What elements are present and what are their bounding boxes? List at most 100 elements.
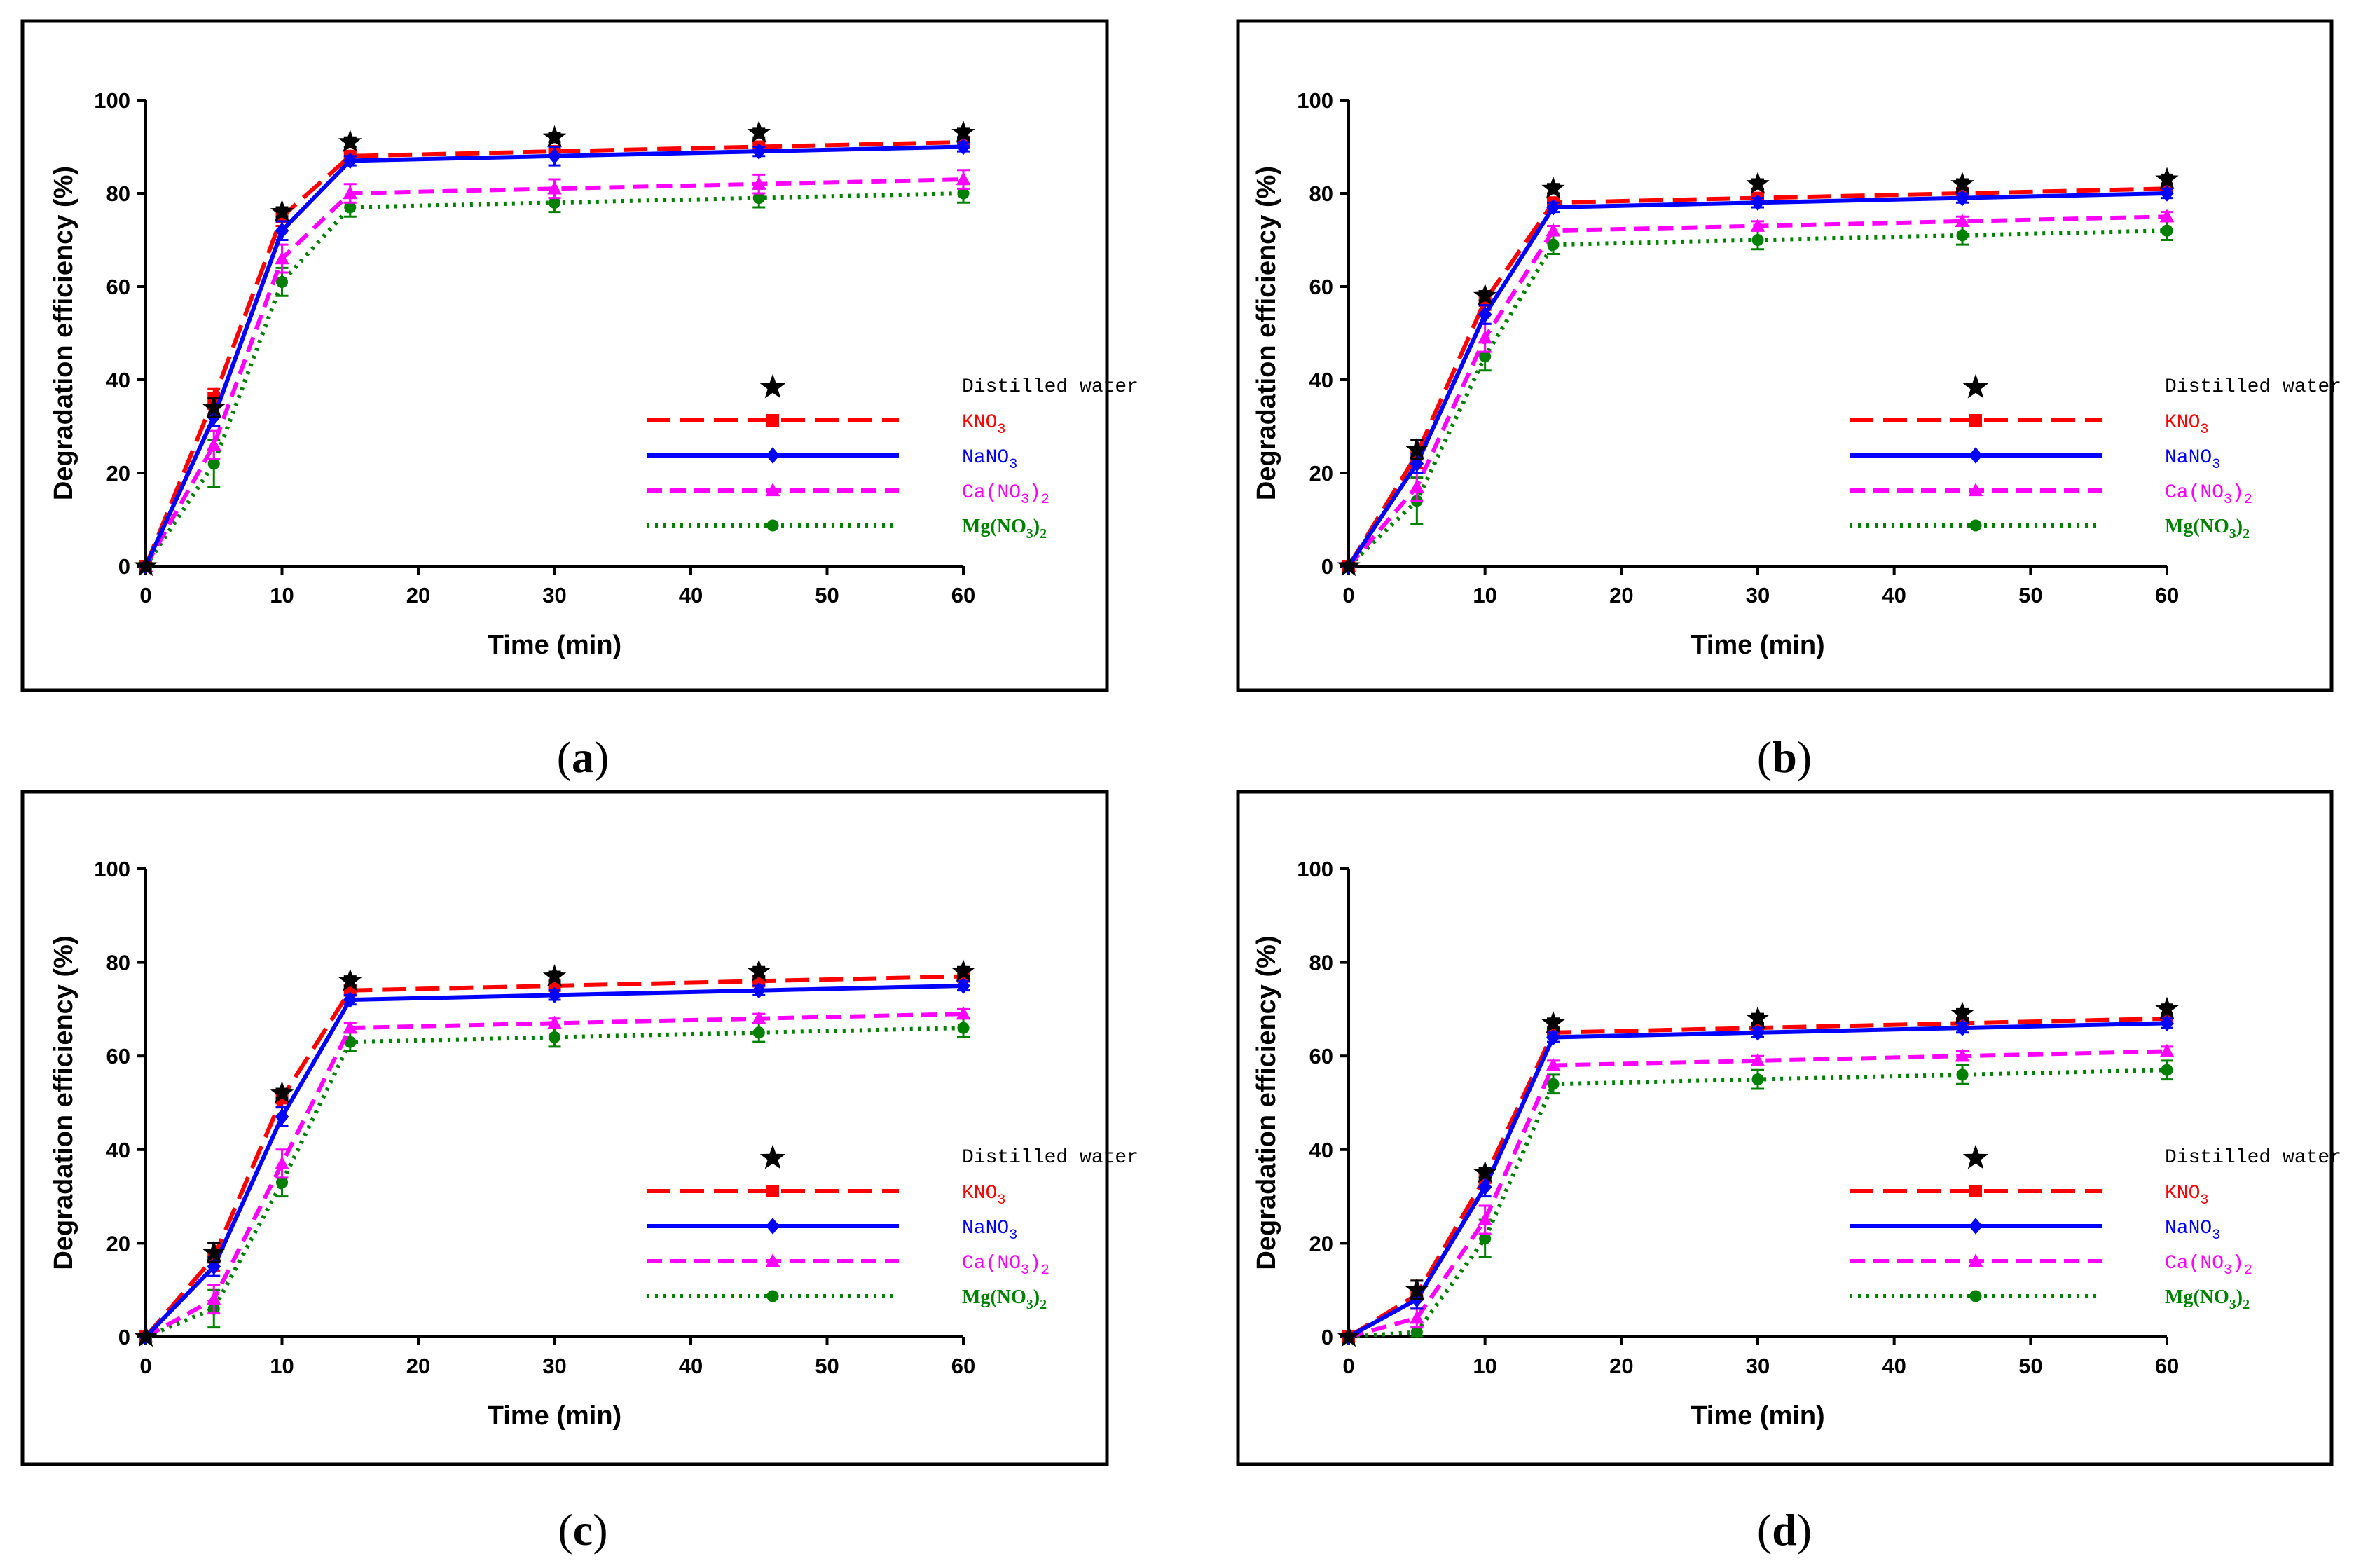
legend-label: KNO3 — [962, 412, 1005, 438]
data-point — [1955, 189, 1969, 207]
legend-item-NaNO3: NaNO3 — [647, 447, 1017, 473]
panel-caption: (c) — [558, 1505, 607, 1555]
legend-label: Mg(NO3)2 — [962, 516, 1047, 542]
legend-marker — [766, 519, 779, 532]
data-point — [1478, 330, 1493, 344]
panel-frame — [20, 19, 1109, 692]
data-point — [951, 959, 975, 982]
data-point — [951, 120, 975, 143]
legend-label: NaNO3 — [962, 1218, 1017, 1244]
chart-panel-c: 0 10 20 30 40 50 60 0 20 40 60 80 100 Time (min) Degra… — [20, 790, 1138, 1555]
data-point — [1956, 1068, 1969, 1081]
legend-marker — [1969, 447, 1983, 464]
data-point — [1750, 1053, 1765, 1066]
legend-marker — [759, 1144, 786, 1169]
panel-caption: (a) — [557, 732, 610, 782]
y-tick-label: 40 — [106, 1138, 130, 1162]
series-distilled_water — [1337, 996, 2179, 1347]
y-tick-label: 60 — [106, 1044, 130, 1068]
data-point — [1337, 553, 1361, 577]
data-point — [2160, 1015, 2174, 1032]
data-point — [1479, 1232, 1492, 1245]
data-point — [547, 181, 562, 195]
data-point — [956, 977, 970, 994]
legend-label: Distilled water — [962, 1147, 1138, 1169]
data-point — [752, 1026, 765, 1039]
legend-marker — [765, 1253, 780, 1267]
legend-item-CaNO32: Ca(NO3)2 — [1850, 1253, 2252, 1279]
data-point — [1473, 283, 1497, 306]
legend-label: Mg(NO3)2 — [2165, 1286, 2250, 1312]
data-point — [1956, 229, 1969, 242]
data-point — [275, 275, 289, 288]
data-point — [542, 964, 567, 986]
x-tick-label: 40 — [679, 583, 703, 607]
data-point — [2161, 224, 2173, 237]
legend-label: Distilled water — [2165, 376, 2341, 398]
y-tick-label: 20 — [1309, 461, 1333, 486]
data-point — [1478, 306, 1492, 323]
chart-panel-a: 0 10 20 30 40 50 60 0 20 40 60 80 100 Time (min) Degra… — [20, 19, 1138, 782]
legend-label: Ca(NO3)2 — [2165, 482, 2252, 508]
x-tick-label: 30 — [1746, 1354, 1770, 1378]
y-tick-label: 60 — [1309, 1044, 1333, 1068]
y-tick-label: 0 — [118, 554, 130, 579]
data-point — [134, 1324, 158, 1347]
y-tick-label: 100 — [94, 88, 130, 113]
data-point — [202, 395, 226, 418]
data-point — [275, 251, 289, 265]
data-point — [338, 968, 362, 991]
legend-label: Distilled water — [2165, 1147, 2341, 1169]
data-point — [751, 176, 766, 190]
data-point — [270, 1081, 294, 1103]
x-tick-label: 40 — [1882, 583, 1906, 607]
data-point — [1541, 1010, 1565, 1033]
data-point — [202, 1240, 226, 1263]
panel-frame — [1236, 790, 2334, 1466]
data-point — [207, 1258, 221, 1275]
data-point — [1547, 1078, 1560, 1090]
legend-marker — [1969, 1218, 1983, 1235]
legend-marker — [766, 447, 780, 464]
legend-item-MgNO32: Mg(NO3)2 — [1850, 1286, 2250, 1312]
legend-marker — [765, 483, 780, 497]
data-point — [1546, 1057, 1561, 1071]
series-distilled_water — [134, 959, 975, 1347]
legend-item-distilled_water: Distilled water — [759, 1144, 1138, 1169]
legend-item-CaNO32: Ca(NO3)2 — [647, 482, 1049, 508]
legend-item-NaNO3: NaNO3 — [1850, 447, 2220, 473]
x-axis-label: Time (min) — [488, 1401, 621, 1431]
data-point — [956, 1006, 971, 1020]
data-point — [275, 1176, 289, 1189]
data-point — [270, 200, 294, 222]
y-tick-label: 20 — [106, 1231, 130, 1256]
legend-marker — [1962, 373, 1989, 399]
legend-marker — [1968, 1253, 1983, 1267]
data-point — [1547, 238, 1560, 251]
legend-item-NaNO3: NaNO3 — [647, 1218, 1017, 1244]
legend-marker — [766, 414, 779, 427]
x-tick-label: 10 — [270, 583, 294, 607]
legend: Distilled water KNO3 NaNO3 Ca(NO3)2 Mg(NO3)2 — [1850, 1144, 2341, 1312]
y-tick-label: 80 — [106, 181, 130, 206]
data-point — [1337, 1324, 1361, 1347]
data-point — [1955, 1019, 1969, 1036]
legend-label: NaNO3 — [2165, 447, 2220, 473]
legend-item-CaNO32: Ca(NO3)2 — [647, 1253, 1049, 1279]
data-point — [957, 1022, 970, 1034]
legend-marker — [766, 1185, 779, 1197]
x-tick-label: 0 — [139, 583, 151, 607]
legend-marker — [1962, 1144, 1989, 1169]
legend-marker — [1969, 1185, 1982, 1197]
data-point — [2155, 167, 2179, 190]
data-point — [1409, 1310, 1424, 1324]
legend-label: Ca(NO3)2 — [962, 482, 1049, 508]
data-point — [1546, 1029, 1560, 1046]
data-point — [1751, 233, 1764, 247]
x-tick-label: 40 — [679, 1354, 703, 1378]
y-tick-label: 40 — [1309, 1138, 1333, 1162]
y-tick-label: 100 — [1297, 857, 1333, 881]
data-point — [2159, 1043, 2175, 1057]
data-point — [1410, 455, 1424, 472]
